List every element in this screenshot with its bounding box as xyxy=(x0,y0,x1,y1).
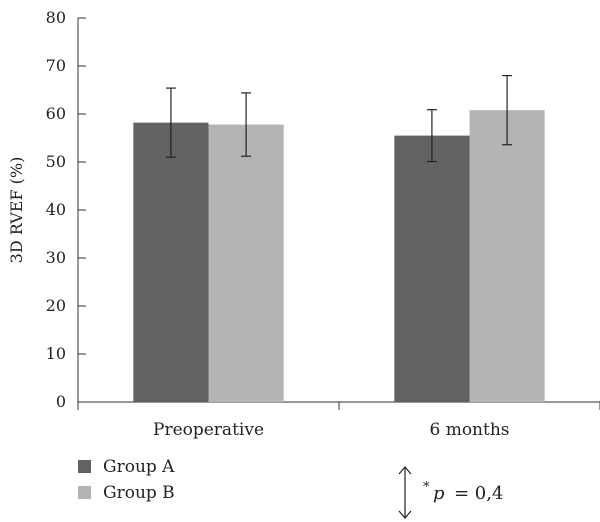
y-tick-label: 50 xyxy=(46,152,66,171)
bar xyxy=(133,122,209,402)
y-tick-label: 0 xyxy=(56,392,66,411)
legend-label: Group A xyxy=(103,457,175,477)
y-tick-label: 10 xyxy=(46,344,66,363)
legend-label: Group B xyxy=(103,483,175,503)
y-tick-label: 20 xyxy=(46,296,66,315)
y-axis-label: 3D RVEF (%) xyxy=(7,157,26,264)
legend: Group A Group B xyxy=(78,457,175,503)
y-tick-label: 80 xyxy=(46,8,66,27)
x-axis: Preoperative 6 months xyxy=(77,401,600,440)
annotation-p-symbol: p xyxy=(433,483,445,504)
arrow-head-down xyxy=(398,510,412,519)
bar xyxy=(469,110,545,402)
bar xyxy=(208,124,284,402)
error-bars xyxy=(165,74,513,163)
y-tick-label: 30 xyxy=(46,248,66,267)
x-tick-label: 6 months xyxy=(429,420,509,440)
bars xyxy=(133,110,545,402)
arrow-head-up xyxy=(398,466,412,475)
y-tick-label: 60 xyxy=(46,104,66,123)
significance-annotation: * p = 0,4 xyxy=(398,466,503,519)
annotation-star: * xyxy=(423,480,430,495)
x-tick-label: Preoperative xyxy=(153,420,264,440)
annotation-p-value: = 0,4 xyxy=(454,483,503,504)
legend-swatch xyxy=(78,460,91,473)
y-axis: 0 10 20 30 40 50 60 70 80 xyxy=(46,8,86,411)
legend-swatch xyxy=(78,486,91,499)
y-tick-label: 40 xyxy=(46,200,66,219)
bar xyxy=(394,135,470,402)
y-tick-label: 70 xyxy=(46,56,66,75)
